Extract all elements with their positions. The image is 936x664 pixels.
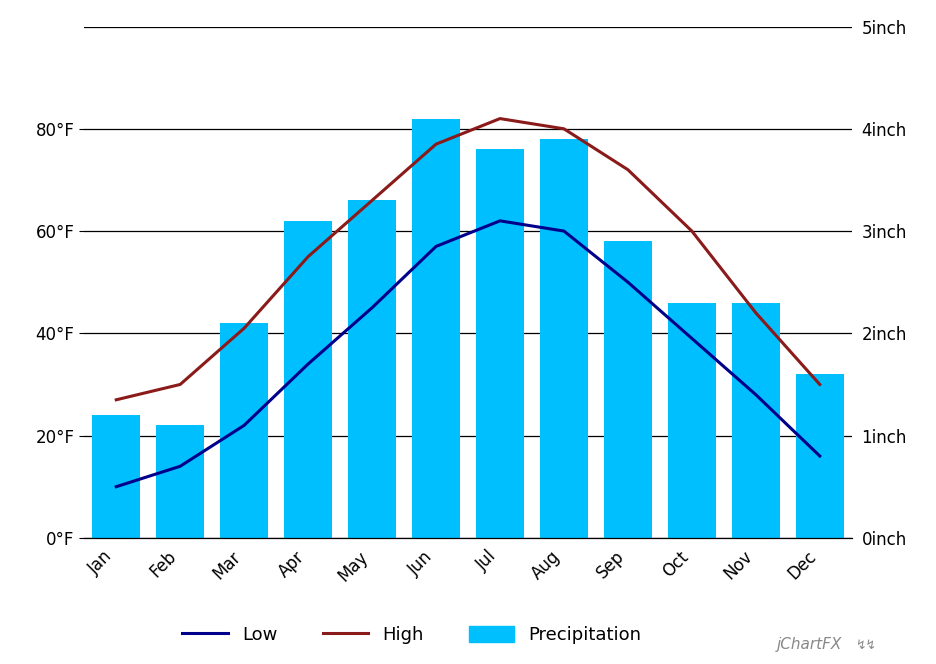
- Bar: [412, 119, 460, 538]
- Bar: [285, 221, 332, 538]
- Legend: Low, High, Precipitation: Low, High, Precipitation: [175, 619, 649, 651]
- Bar: [476, 149, 524, 538]
- Bar: [604, 241, 651, 538]
- Bar: [796, 374, 843, 538]
- Text: jChartFX: jChartFX: [777, 637, 842, 651]
- Bar: [93, 415, 140, 538]
- Text: ↯↯: ↯↯: [856, 639, 876, 652]
- Bar: [220, 323, 268, 538]
- Bar: [540, 139, 588, 538]
- Bar: [668, 303, 716, 538]
- Bar: [732, 303, 780, 538]
- Bar: [156, 426, 204, 538]
- Bar: [348, 201, 396, 538]
